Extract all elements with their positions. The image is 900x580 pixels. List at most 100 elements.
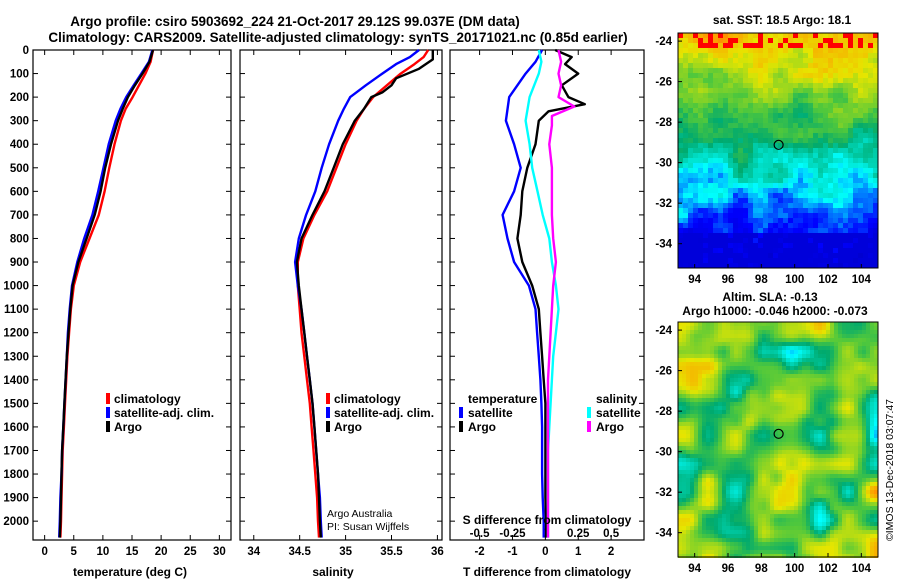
sst-cell <box>698 103 703 108</box>
sla-cell <box>874 386 878 390</box>
sst-cell <box>703 168 708 173</box>
sla-cell <box>782 502 786 506</box>
sla-cell <box>698 402 702 406</box>
sla-cell <box>814 330 818 334</box>
sst-cell <box>793 203 798 208</box>
sla-cell <box>746 410 750 414</box>
sla-cell <box>678 550 682 554</box>
sst-cell <box>708 183 713 188</box>
depth-tick-label: 900 <box>10 257 29 269</box>
sla-cell <box>834 370 838 374</box>
sla-cell <box>858 422 862 426</box>
sla-cell <box>762 366 766 370</box>
sst-cell <box>803 118 808 123</box>
sla-cell <box>686 442 690 446</box>
sst-cell <box>853 263 858 268</box>
sla-cell <box>850 458 854 462</box>
sst-cell <box>803 163 808 168</box>
sla-cell <box>870 490 874 494</box>
sla-cell <box>702 334 706 338</box>
sla-cell <box>814 478 818 482</box>
sst-cell <box>708 103 713 108</box>
sla-cell <box>766 530 770 534</box>
sla-cell <box>730 538 734 542</box>
sla-cell <box>798 430 802 434</box>
sla-cell <box>862 542 866 546</box>
sla-cell <box>702 494 706 498</box>
sla-cell <box>810 506 814 510</box>
sla-cell <box>730 382 734 386</box>
sla-cell <box>738 498 742 502</box>
sst-cell <box>788 98 793 103</box>
legend-label-argo: Argo <box>114 420 142 434</box>
sla-cell <box>734 478 738 482</box>
sla-cell <box>846 334 850 338</box>
sla-cell <box>862 374 866 378</box>
sla-cell <box>810 390 814 394</box>
sst-cell <box>723 193 728 198</box>
sst-cell <box>778 168 783 173</box>
sla-cell <box>758 530 762 534</box>
sla-cell <box>710 458 714 462</box>
sst-cell <box>858 83 863 88</box>
sla-cell <box>798 518 802 522</box>
sst-cell <box>833 138 838 143</box>
sst-cell <box>788 228 793 233</box>
sla-cell <box>730 498 734 502</box>
sla-cell <box>790 410 794 414</box>
sst-cell <box>863 93 868 98</box>
sla-cell <box>838 434 842 438</box>
sst-cell <box>853 33 858 38</box>
sla-cell <box>698 430 702 434</box>
sla-cell <box>838 462 842 466</box>
sst-cell <box>858 38 863 43</box>
sla-cell <box>798 410 802 414</box>
sla-cell <box>786 366 790 370</box>
sla-cell <box>862 398 866 402</box>
sst-cell <box>783 258 788 263</box>
sst-cell <box>848 68 853 73</box>
sla-cell <box>686 538 690 542</box>
sst-cell <box>723 188 728 193</box>
sst-cell <box>773 68 778 73</box>
sla-cell <box>778 526 782 530</box>
sst-cell <box>718 158 723 163</box>
sla-cell <box>702 506 706 510</box>
sla-cell <box>758 370 762 374</box>
sst-cell <box>728 168 733 173</box>
sla-cell <box>814 366 818 370</box>
sst-cell <box>873 158 878 163</box>
sla-cell <box>734 494 738 498</box>
sst-cell <box>868 63 873 68</box>
sla-cell <box>806 510 810 514</box>
sla-cell <box>706 322 710 326</box>
sst-cell <box>698 158 703 163</box>
sla-cell <box>790 510 794 514</box>
sla-cell <box>730 406 734 410</box>
sla-cell <box>862 538 866 542</box>
sla-cell <box>758 382 762 386</box>
difference-panel-frame <box>449 49 645 541</box>
sla-cell <box>786 462 790 466</box>
sst-cell <box>783 183 788 188</box>
sla-cell <box>710 406 714 410</box>
sst-cell <box>698 258 703 263</box>
sst-cell <box>723 58 728 63</box>
legend-swatch-t-argo <box>459 421 463 432</box>
sst-cell <box>843 208 848 213</box>
sst-cell <box>803 178 808 183</box>
sla-cell <box>750 434 754 438</box>
sst-cell <box>843 113 848 118</box>
sst-cell <box>818 208 823 213</box>
sla-cell <box>834 466 838 470</box>
sla-cell <box>850 450 854 454</box>
sst-cell <box>803 58 808 63</box>
sla-cell <box>678 350 682 354</box>
sla-cell <box>726 394 730 398</box>
sla-cell <box>770 490 774 494</box>
sla-cell <box>794 466 798 470</box>
sst-cell <box>858 218 863 223</box>
sla-cell <box>810 350 814 354</box>
sla-cell <box>814 522 818 526</box>
sla-cell <box>778 326 782 330</box>
